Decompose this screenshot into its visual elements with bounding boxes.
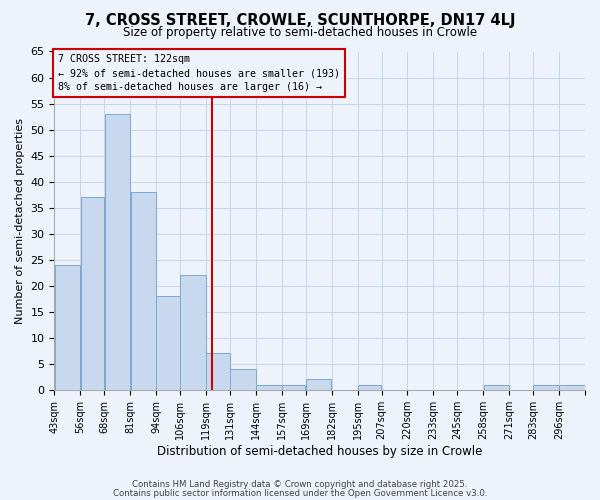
Bar <box>157 296 180 390</box>
Bar <box>559 384 585 390</box>
Text: 7, CROSS STREET, CROWLE, SCUNTHORPE, DN17 4LJ: 7, CROSS STREET, CROWLE, SCUNTHORPE, DN1… <box>85 12 515 28</box>
Y-axis label: Number of semi-detached properties: Number of semi-detached properties <box>15 118 25 324</box>
Bar <box>282 384 305 390</box>
Bar <box>484 384 509 390</box>
Text: Contains public sector information licensed under the Open Government Licence v3: Contains public sector information licen… <box>113 488 487 498</box>
Bar <box>256 384 281 390</box>
Bar <box>181 276 206 390</box>
Bar <box>206 354 230 390</box>
Bar <box>533 384 559 390</box>
Bar <box>306 380 331 390</box>
Text: 7 CROSS STREET: 122sqm
← 92% of semi-detached houses are smaller (193)
8% of sem: 7 CROSS STREET: 122sqm ← 92% of semi-det… <box>58 54 340 92</box>
Bar <box>131 192 156 390</box>
Bar <box>230 369 256 390</box>
Bar <box>358 384 381 390</box>
Bar <box>55 265 80 390</box>
Bar <box>80 197 104 390</box>
X-axis label: Distribution of semi-detached houses by size in Crowle: Distribution of semi-detached houses by … <box>157 444 482 458</box>
Bar <box>104 114 130 390</box>
Text: Size of property relative to semi-detached houses in Crowle: Size of property relative to semi-detach… <box>123 26 477 39</box>
Text: Contains HM Land Registry data © Crown copyright and database right 2025.: Contains HM Land Registry data © Crown c… <box>132 480 468 489</box>
